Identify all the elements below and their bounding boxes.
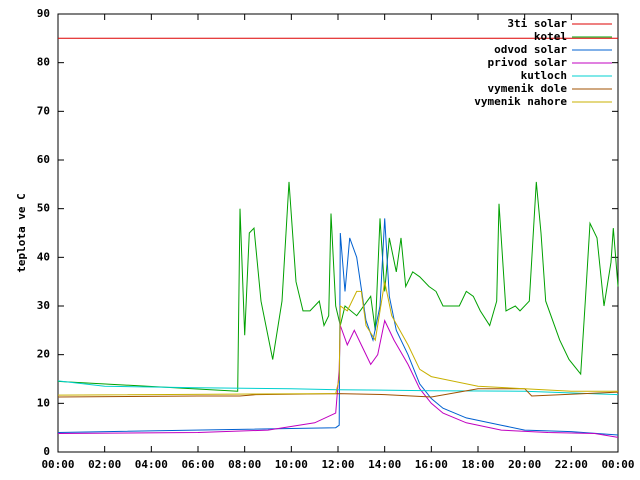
x-tick-label: 14:00: [368, 458, 401, 471]
y-tick-label: 60: [37, 153, 50, 166]
y-tick-label: 20: [37, 348, 50, 361]
y-tick-label: 90: [37, 7, 50, 20]
series-line: [57, 181, 619, 392]
y-tick-label: 10: [37, 396, 50, 409]
x-tick-label: 04:00: [135, 458, 168, 471]
x-tick-label: 02:00: [88, 458, 121, 471]
legend-label: 3ti solar: [507, 17, 567, 30]
y-tick-label: 40: [37, 250, 50, 263]
x-tick-label: 20:00: [508, 458, 541, 471]
series-line: [57, 388, 619, 398]
x-tick-label: 18:00: [461, 458, 494, 471]
legend-label: vymenik dole: [488, 82, 568, 95]
x-tick-label: 16:00: [415, 458, 448, 471]
series-line: [57, 281, 618, 396]
legend-label: odvod solar: [494, 43, 567, 56]
legend-label: kutloch: [521, 69, 567, 82]
y-tick-label: 50: [37, 202, 50, 215]
x-tick-label: 22:00: [555, 458, 588, 471]
series-line: [57, 319, 619, 438]
legend-label: vymenik nahore: [474, 95, 567, 108]
x-tick-label: 12:00: [321, 458, 354, 471]
x-tick-label: 00:00: [41, 458, 74, 471]
legend-label: kotel: [534, 30, 567, 43]
y-tick-label: 30: [37, 299, 50, 312]
x-tick-label: 06:00: [181, 458, 214, 471]
x-tick-label: 10:00: [275, 458, 308, 471]
x-tick-label: 00:00: [601, 458, 634, 471]
y-tick-label: 0: [43, 445, 50, 458]
series-line: [57, 380, 619, 396]
x-tick-label: 08:00: [228, 458, 261, 471]
legend-label: privod solar: [488, 56, 568, 69]
y-axis-label: teplota ve C: [15, 193, 28, 272]
series-line: [57, 218, 619, 436]
y-tick-label: 80: [37, 56, 50, 69]
y-tick-label: 70: [37, 104, 50, 117]
